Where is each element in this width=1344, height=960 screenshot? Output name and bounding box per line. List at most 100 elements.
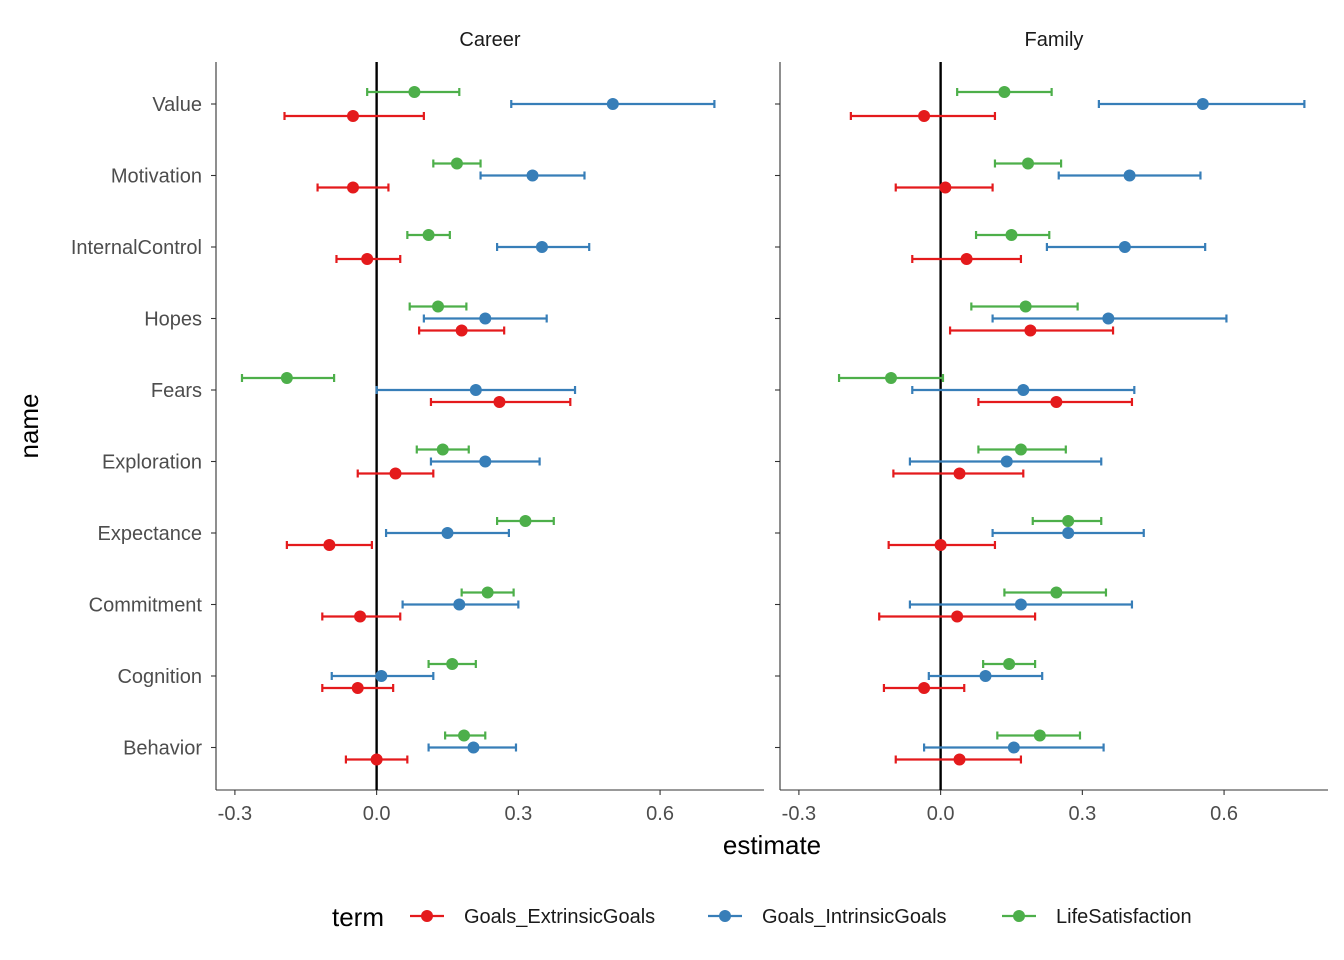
- y-tick-label-expectance: Expectance: [97, 523, 202, 545]
- estimate-point-expectance: [441, 527, 454, 539]
- estimate-point-exploration: [1000, 455, 1013, 468]
- y-tick-label-cognition: Cognition: [117, 666, 202, 688]
- x-tick-label: 0.0: [927, 803, 955, 825]
- estimate-point-exploration: [1014, 443, 1027, 456]
- estimate-point-cognition: [1003, 658, 1016, 670]
- estimate-point-behavior: [370, 753, 383, 766]
- y-tick-label-behavior: Behavior: [123, 738, 202, 760]
- estimate-point-hopes: [1024, 324, 1037, 337]
- legend-entry-lifesatisfaction: LifeSatisfaction: [1002, 906, 1192, 928]
- x-axis-title: estimate: [723, 830, 821, 860]
- x-tick-label: -0.3: [218, 803, 252, 825]
- y-axis-title: name: [14, 393, 44, 458]
- legend-entry-goals-extrinsicgoals: Goals_ExtrinsicGoals: [410, 906, 655, 928]
- facet-label-family: Family: [1025, 29, 1084, 51]
- series-lifesatisfaction: [240, 86, 555, 742]
- estimate-point-exploration: [436, 443, 449, 456]
- estimate-point-value: [347, 110, 359, 122]
- legend: term Goals_ExtrinsicGoals Goals_Intrinsic…: [332, 902, 1192, 932]
- y-tick-label-fears: Fears: [151, 380, 202, 402]
- legend-label: Goals_IntrinsicGoals: [762, 906, 947, 928]
- x-tick-label: 0.3: [1068, 803, 1096, 825]
- x-tick-label: 0.6: [646, 803, 674, 825]
- estimate-point-internalcontrol: [535, 241, 548, 253]
- estimate-point-behavior: [953, 753, 966, 766]
- estimate-point-fears: [280, 372, 293, 384]
- estimate-point-behavior: [1033, 729, 1046, 742]
- estimate-point-value: [606, 98, 619, 110]
- estimate-point-cognition: [351, 682, 364, 694]
- estimate-point-behavior: [467, 741, 480, 754]
- estimate-point-internalcontrol: [361, 253, 374, 265]
- estimate-point-exploration: [389, 467, 402, 480]
- estimate-point-motivation: [1123, 169, 1136, 182]
- estimate-point-expectance: [1062, 527, 1075, 539]
- estimate-point-hopes: [1019, 300, 1032, 313]
- y-tick-label-exploration: Exploration: [102, 452, 202, 474]
- legend-key-point: [719, 910, 731, 922]
- estimate-point-commitment: [1050, 586, 1063, 599]
- legend-key-point: [421, 910, 433, 922]
- estimate-point-motivation: [347, 181, 359, 194]
- y-tick-label-hopes: Hopes: [144, 309, 202, 331]
- estimate-point-cognition: [375, 670, 388, 682]
- y-tick-label-commitment: Commitment: [89, 595, 203, 617]
- estimate-point-commitment: [453, 598, 466, 611]
- estimate-point-motivation: [450, 157, 463, 170]
- estimate-point-commitment: [354, 610, 367, 623]
- estimate-point-hopes: [479, 312, 492, 325]
- estimate-point-hopes: [455, 324, 468, 337]
- estimate-point-expectance: [519, 515, 532, 527]
- estimate-point-fears: [1050, 396, 1063, 408]
- series-goals-extrinsicgoals: [283, 110, 572, 766]
- series-lifesatisfaction: [837, 86, 1108, 742]
- estimate-point-commitment: [951, 610, 964, 623]
- estimate-point-behavior: [458, 729, 471, 742]
- estimate-point-hopes: [1102, 312, 1115, 325]
- estimate-point-internalcontrol: [1005, 229, 1018, 241]
- legend-key-point: [1013, 910, 1025, 922]
- facet-panels: Career Value Motivation InternalControl Hope…: [71, 29, 1328, 825]
- estimate-point-internalcontrol: [1118, 241, 1131, 253]
- estimate-point-cognition: [979, 670, 992, 682]
- estimate-point-internalcontrol: [960, 253, 973, 265]
- y-tick-label-value: Value: [152, 94, 202, 116]
- x-tick-label: 0.3: [504, 803, 532, 825]
- estimate-point-commitment: [1014, 598, 1027, 611]
- estimate-point-value: [918, 110, 931, 122]
- estimate-point-internalcontrol: [422, 229, 435, 241]
- y-tick-label-motivation: Motivation: [111, 166, 202, 188]
- estimate-point-value: [408, 86, 421, 98]
- x-tick-label: -0.3: [782, 803, 816, 825]
- estimate-point-exploration: [953, 467, 966, 480]
- estimate-point-hopes: [432, 300, 445, 313]
- series-goals-intrinsicgoals: [330, 98, 716, 754]
- estimate-point-exploration: [479, 455, 492, 468]
- estimate-point-motivation: [526, 169, 539, 182]
- legend-label: Goals_ExtrinsicGoals: [464, 906, 655, 928]
- legend-label: LifeSatisfaction: [1056, 906, 1192, 928]
- estimate-point-expectance: [1062, 515, 1075, 527]
- estimate-point-motivation: [939, 181, 952, 194]
- estimate-point-expectance: [934, 539, 947, 551]
- estimate-point-value: [998, 86, 1011, 98]
- y-tick-label-internalcontrol: InternalControl: [71, 237, 202, 259]
- facet-label-career: Career: [459, 29, 520, 51]
- legend-title: term: [332, 902, 384, 932]
- estimate-point-fears: [885, 372, 898, 384]
- estimate-point-commitment: [481, 586, 494, 599]
- facet-panel-family: Family -0.3 0.0 0.3 0.6: [775, 29, 1328, 825]
- x-tick-label: 0.6: [1210, 803, 1238, 825]
- estimate-point-fears: [1017, 384, 1030, 396]
- estimate-point-cognition: [446, 658, 459, 670]
- estimate-point-cognition: [918, 682, 931, 694]
- estimate-point-fears: [493, 396, 506, 408]
- series-goals-extrinsicgoals: [849, 110, 1134, 766]
- estimate-point-value: [1196, 98, 1209, 110]
- series-goals-intrinsicgoals: [908, 98, 1306, 754]
- estimate-point-behavior: [1007, 741, 1020, 754]
- estimate-point-expectance: [323, 539, 336, 551]
- legend-entry-goals-intrinsicgoals: Goals_IntrinsicGoals: [708, 906, 947, 928]
- estimate-point-fears: [469, 384, 482, 396]
